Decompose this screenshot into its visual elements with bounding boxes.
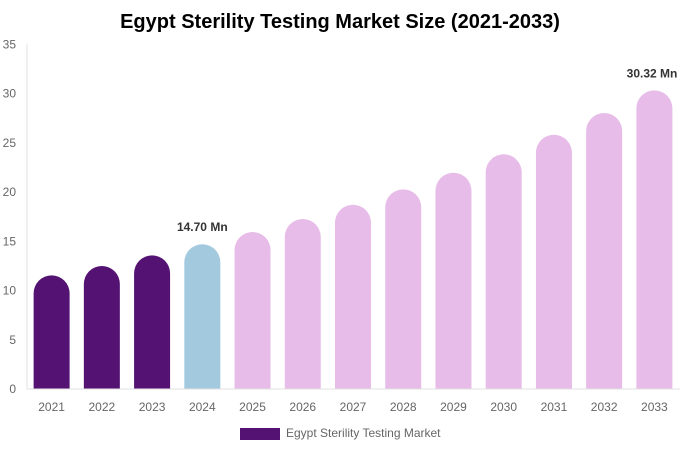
x-tick-label: 2031 [541, 400, 568, 414]
bar-2027[interactable] [335, 204, 371, 389]
y-tick-label: 30 [3, 87, 17, 101]
x-tick-label: 2029 [440, 400, 467, 414]
x-tick-label: 2022 [88, 400, 115, 414]
bar-2026[interactable] [284, 219, 321, 389]
x-tick-label: 2032 [591, 400, 618, 414]
x-tick-label: 2027 [340, 400, 367, 414]
bar-2025[interactable] [234, 232, 271, 389]
bar-2031[interactable] [535, 134, 572, 389]
y-tick-label: 20 [3, 185, 17, 199]
y-tick-label: 15 [3, 234, 17, 248]
x-tick-label: 2026 [289, 400, 316, 414]
y-tick-label: 5 [9, 333, 16, 347]
bar-2023[interactable] [134, 255, 171, 389]
bar-2032[interactable] [586, 113, 623, 389]
bar-2024[interactable] [184, 244, 221, 389]
data-labels: 14.70 Mn 30.32 Mn [177, 66, 677, 234]
legend-label: Egypt Sterility Testing Market [286, 426, 441, 440]
bar-2029[interactable] [435, 172, 472, 389]
bar-2030[interactable] [485, 154, 522, 389]
x-tick-label: 2023 [139, 400, 166, 414]
data-label: 30.32 Mn [627, 66, 678, 80]
x-axis: 2021 2022 2023 2024 2025 2026 2027 2028 2029 2030… [27, 388, 680, 414]
bar-2033[interactable] [636, 90, 673, 390]
x-tick-label: 2033 [641, 400, 668, 414]
x-tick-label: 2021 [38, 400, 65, 414]
bars [33, 90, 673, 390]
legend[interactable]: Egypt Sterility Testing Market [240, 426, 441, 440]
x-tick-label: 2028 [390, 400, 417, 414]
bar-2022[interactable] [83, 265, 120, 389]
data-label: 14.70 Mn [177, 220, 228, 234]
x-tick-label: 2024 [189, 400, 216, 414]
y-tick-label: 35 [3, 37, 17, 51]
y-tick-label: 10 [3, 284, 17, 298]
y-tick-label: 25 [3, 136, 17, 150]
bar-2028[interactable] [385, 189, 422, 389]
x-tick-label: 2025 [239, 400, 266, 414]
chart-title: Egypt Sterility Testing Market Size (202… [120, 11, 560, 33]
y-tick-label: 0 [9, 382, 16, 396]
bar-2021[interactable] [33, 275, 70, 389]
legend-swatch [240, 428, 280, 440]
x-tick-label: 2030 [490, 400, 517, 414]
y-axis: 0 5 10 15 20 25 30 35 [3, 37, 28, 396]
